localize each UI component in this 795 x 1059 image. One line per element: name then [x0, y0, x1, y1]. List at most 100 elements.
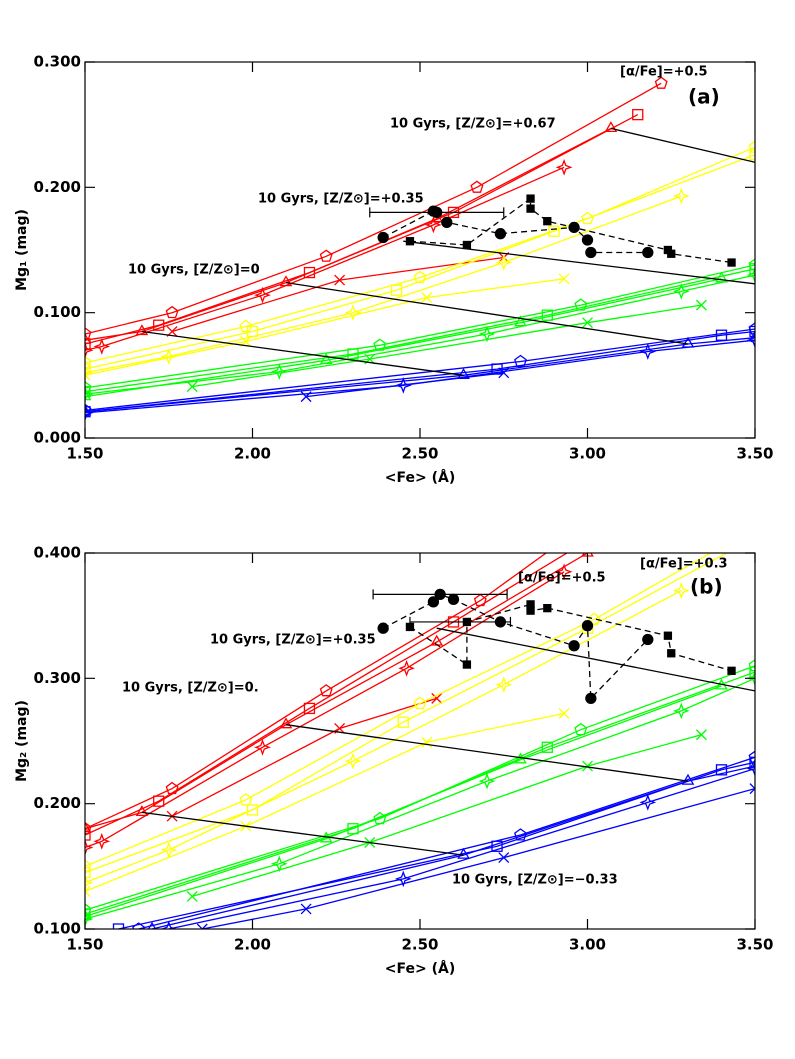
marker	[160, 920, 178, 929]
series-line	[85, 328, 755, 412]
marker	[254, 286, 271, 304]
marker	[421, 292, 433, 304]
y-tick-label: 0.200	[34, 178, 81, 196]
series-line	[85, 685, 722, 918]
marker	[514, 828, 527, 841]
series-line	[85, 195, 682, 374]
annotation: 10 Gyrs, [Z/Z⊙]=+0.35	[258, 192, 424, 207]
marker	[733, 542, 743, 552]
annotation: [α/Fe]=+0.5	[620, 65, 708, 80]
series-line	[403, 240, 755, 285]
series-line	[85, 337, 755, 413]
marker	[246, 804, 259, 816]
marker	[85, 874, 94, 891]
marker	[715, 271, 728, 283]
marker	[441, 216, 453, 229]
marker	[85, 909, 92, 921]
marker	[470, 180, 484, 193]
marker	[85, 885, 91, 897]
marker	[254, 738, 271, 756]
marker	[749, 783, 755, 795]
marker	[632, 108, 644, 121]
marker	[462, 660, 472, 669]
series-line	[202, 787, 755, 929]
series-line	[85, 712, 565, 893]
marker	[239, 793, 253, 806]
marker	[462, 240, 472, 250]
marker	[186, 890, 198, 902]
marker	[541, 741, 553, 753]
marker	[498, 852, 510, 864]
marker	[431, 692, 443, 704]
marker	[555, 158, 573, 176]
y-tick-label: 0.400	[34, 544, 81, 562]
marker	[495, 676, 513, 693]
series-line	[85, 82, 662, 335]
annotation: (a)	[688, 85, 720, 109]
series-line	[85, 127, 612, 341]
marker	[558, 707, 570, 719]
marker	[239, 319, 253, 332]
annotation: (b)	[690, 575, 723, 599]
marker	[642, 246, 654, 259]
marker	[347, 823, 359, 835]
marker	[85, 859, 92, 872]
series-line	[85, 553, 548, 830]
marker	[748, 750, 755, 763]
x-tick-label: 2.00	[234, 445, 271, 463]
error-bar	[369, 207, 505, 218]
series-line	[85, 146, 755, 364]
marker	[672, 187, 690, 205]
marker	[695, 299, 707, 311]
marker	[135, 324, 149, 336]
marker	[398, 659, 415, 677]
marker	[727, 666, 736, 675]
y-axis-label: Mg₁ (mag)	[14, 209, 30, 291]
marker	[716, 541, 727, 552]
marker	[186, 381, 198, 393]
marker	[319, 249, 333, 262]
annotation: [α/Fe]=+0.5	[518, 571, 606, 586]
series-line	[151, 765, 755, 929]
marker	[568, 640, 580, 652]
x-tick-label: 3.00	[569, 445, 606, 463]
marker	[147, 921, 157, 929]
marker	[413, 696, 427, 709]
marker	[543, 217, 552, 226]
marker	[160, 841, 178, 859]
marker	[526, 194, 535, 203]
x-tick-label: 3.50	[736, 936, 773, 954]
x-tick-label: 2.00	[234, 936, 271, 954]
y-tick-label: 0.300	[34, 53, 81, 71]
marker	[93, 832, 111, 850]
series-line	[306, 372, 504, 398]
series-line	[85, 274, 755, 395]
marker	[85, 829, 91, 841]
series-line	[85, 553, 729, 874]
marker	[555, 563, 573, 581]
marker	[85, 821, 92, 835]
marker	[425, 216, 442, 234]
marker	[514, 315, 527, 327]
series-line	[85, 268, 755, 393]
marker	[526, 606, 535, 615]
marker	[582, 760, 593, 772]
marker	[390, 284, 403, 296]
y-axis-label: Mg₂ (mag)	[14, 700, 30, 782]
annotation: 10 Gyrs, [Z/Z⊙]=+0.35	[210, 633, 376, 648]
series-line	[382, 593, 649, 700]
marker	[746, 266, 755, 284]
marker	[85, 404, 92, 416]
marker	[672, 702, 690, 720]
series-line	[168, 767, 755, 929]
marker	[394, 870, 412, 888]
marker	[575, 522, 586, 533]
marker	[300, 903, 312, 915]
x-tick-label: 2.50	[401, 445, 438, 463]
marker	[667, 249, 676, 258]
marker	[654, 76, 668, 89]
marker	[427, 596, 440, 608]
marker	[478, 772, 496, 790]
marker	[581, 620, 594, 632]
